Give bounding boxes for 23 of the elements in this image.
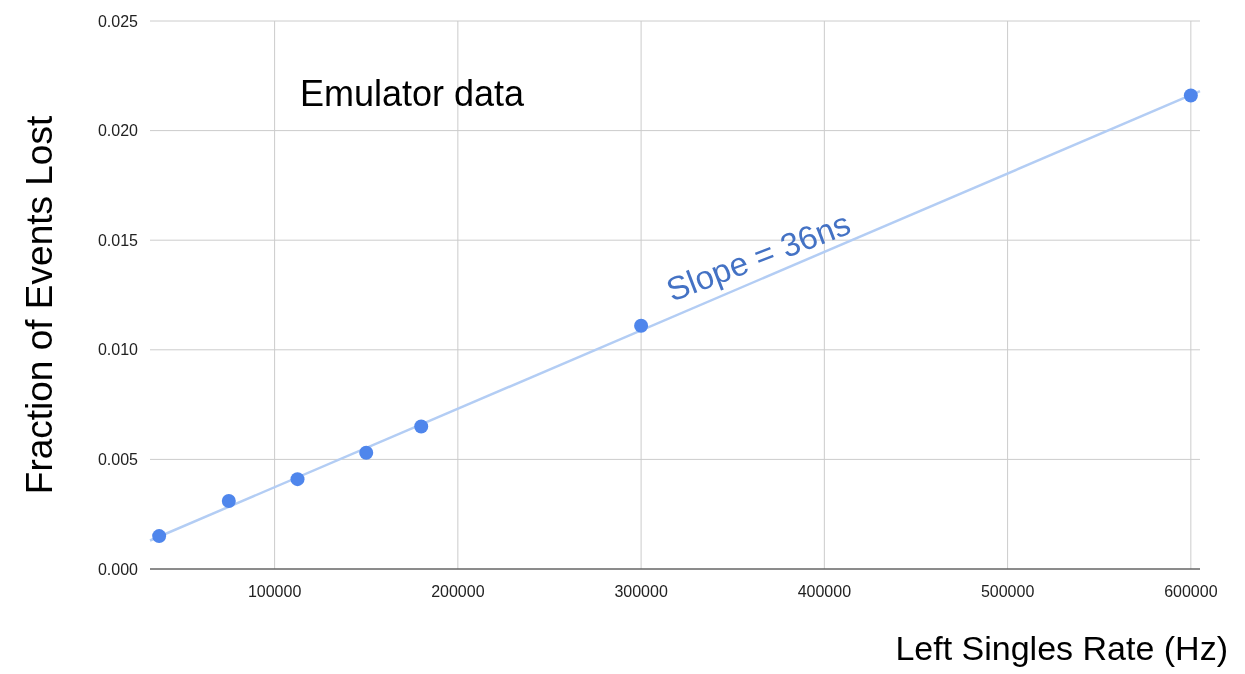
point (221, 494, 236, 509)
x-tick-label: 100000 (247, 583, 302, 600)
x-axis-title: Left Singles Rate (Hz) (895, 629, 1228, 667)
x-tick-label: 400000 (797, 583, 852, 600)
point (359, 445, 374, 460)
x-tick-label: 300000 (614, 583, 668, 600)
y-tick-label: 0.025 (97, 12, 139, 30)
y-tick-label: 0.005 (97, 451, 139, 468)
point (290, 472, 305, 487)
y-tick-label: 0.000 (97, 560, 139, 578)
point (634, 318, 649, 333)
y-axis-title: Fraction of Events Lost (19, 115, 60, 495)
annotation: Slope = 36ns (661, 204, 856, 309)
point (414, 419, 429, 434)
x-tick-label: 500000 (980, 583, 1035, 600)
x-tick-label: 200000 (431, 583, 485, 600)
y-tick-label: 0.020 (97, 122, 139, 140)
point (1183, 88, 1198, 103)
x-tick-label: 600000 (1164, 583, 1218, 600)
annotation: Emulator data (300, 73, 526, 114)
y-tick-label: 0.015 (97, 231, 139, 249)
point (152, 529, 167, 544)
y-tick-label: 0.010 (97, 341, 139, 359)
